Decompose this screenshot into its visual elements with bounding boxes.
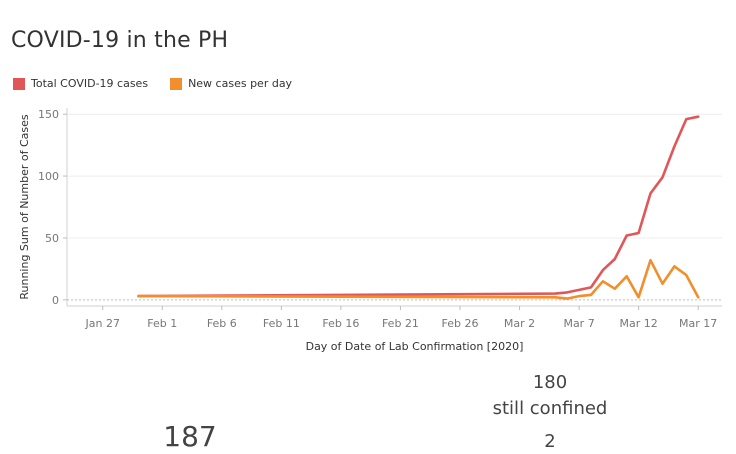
y-axis-title: Running Sum of Number of Cases [18, 114, 31, 300]
legend-item-total[interactable]: Total COVID-19 cases [13, 77, 148, 90]
x-tick-label-1: Feb 1 [147, 317, 177, 330]
legend: Total COVID-19 cases New cases per day [13, 77, 314, 90]
y-tick-label-100: 100 [38, 170, 59, 183]
legend-label-new: New cases per day [188, 77, 293, 90]
x-tick-label-9: Mar 12 [620, 317, 658, 330]
x-tick-label-0: Jan 27 [85, 317, 120, 330]
legend-swatch-total [13, 77, 25, 90]
total-cases-stat: 187 [163, 420, 217, 453]
confined-count-stat: 180 [532, 372, 568, 393]
x-tick-label-7: Mar 2 [504, 317, 535, 330]
x-tick-label-3: Feb 11 [263, 317, 300, 330]
line-chart: 0 50 100 150 Jan 27 Feb 1 Feb 6 Feb 11 Feb 16 Feb… [18, 108, 722, 353]
legend-label-total: Total COVID-19 cases [31, 77, 149, 90]
series-line-1 [137, 258, 700, 300]
x-tick-label-5: Feb 21 [382, 317, 419, 330]
other-count-stat: 2 [544, 431, 556, 452]
confined-label: still confined [492, 398, 608, 419]
series-line-0 [137, 115, 700, 298]
x-tick-label-10: Mar 17 [679, 317, 717, 330]
x-axis-title: Day of Date of Lab Confirmation [2020] [306, 340, 524, 353]
x-tick-label-6: Feb 26 [442, 317, 479, 330]
chart-title: COVID-19 in the PH [11, 28, 229, 53]
y-tick-label-0: 0 [52, 294, 59, 307]
legend-item-new[interactable]: New cases per day [170, 77, 292, 90]
y-tick-label-50: 50 [45, 232, 59, 245]
y-tick-label-150: 150 [38, 108, 59, 121]
legend-swatch-new [170, 77, 183, 90]
x-tick-label-4: Feb 16 [322, 317, 359, 330]
x-tick-label-8: Mar 7 [563, 317, 594, 330]
x-tick-label-2: Feb 6 [207, 317, 237, 330]
